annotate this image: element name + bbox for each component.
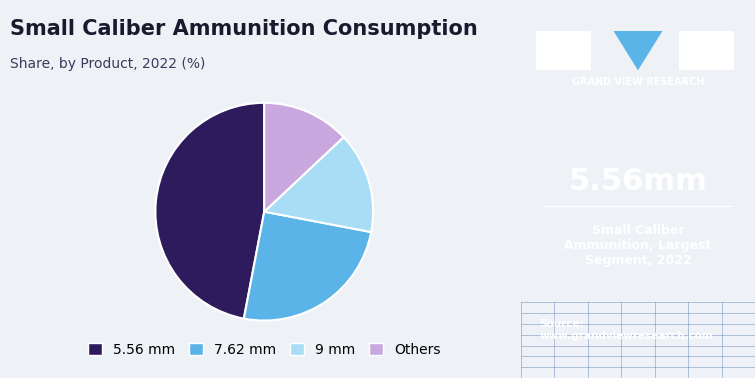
Wedge shape xyxy=(244,212,371,321)
Legend: 5.56 mm, 7.62 mm, 9 mm, Others: 5.56 mm, 7.62 mm, 9 mm, Others xyxy=(82,338,446,363)
Text: 5.56mm: 5.56mm xyxy=(569,167,707,196)
Wedge shape xyxy=(264,103,344,212)
Text: GRAND VIEW RESEARCH: GRAND VIEW RESEARCH xyxy=(572,77,704,87)
Polygon shape xyxy=(614,31,662,70)
Wedge shape xyxy=(156,103,264,319)
Wedge shape xyxy=(264,137,373,232)
FancyBboxPatch shape xyxy=(679,31,734,70)
Text: Small Caliber Ammunition Consumption: Small Caliber Ammunition Consumption xyxy=(11,19,478,39)
Text: Share, by Product, 2022 (%): Share, by Product, 2022 (%) xyxy=(11,57,206,71)
Text: Source:
www.grandviewresearch.com: Source: www.grandviewresearch.com xyxy=(540,319,713,341)
FancyBboxPatch shape xyxy=(536,31,591,70)
Text: Small Caliber
Ammunition, Largest
Segment, 2022: Small Caliber Ammunition, Largest Segmen… xyxy=(564,224,712,267)
